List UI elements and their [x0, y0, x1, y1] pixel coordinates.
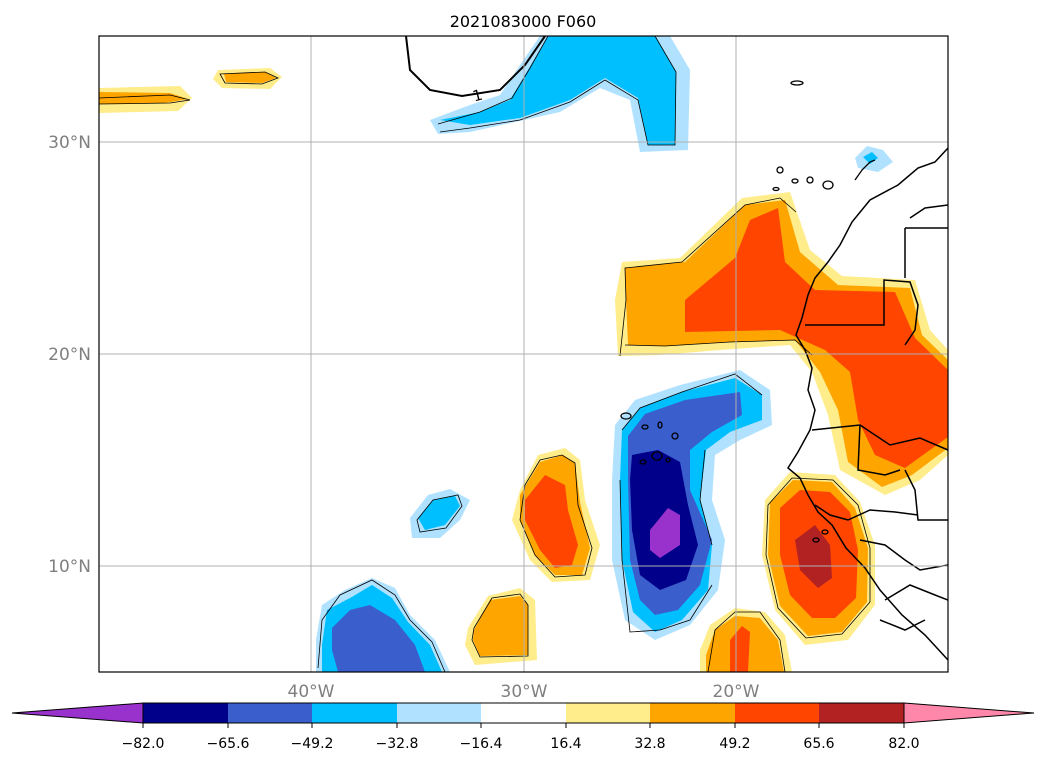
negative-anomaly-north [430, 36, 690, 152]
lat-label-30n: 30°N [48, 133, 91, 153]
map-frame [98, 35, 949, 673]
coastlines [787, 147, 948, 661]
contour-fill-49 [730, 626, 750, 672]
colorbar-segment [397, 703, 481, 723]
islands [620, 80, 876, 543]
colorbar-tick-label: 49.2 [719, 736, 750, 752]
positive-anomaly-cell-c [465, 588, 537, 665]
gridlines [99, 36, 948, 672]
colorbar-tick-label: −65.6 [207, 736, 250, 752]
colorbar-segment [481, 703, 566, 723]
colorbar-tick-label: −49.2 [291, 736, 334, 752]
negative-anomaly-northeast [855, 146, 893, 172]
contour-fill-33 [863, 152, 878, 164]
colorbar-segment [312, 703, 397, 723]
lon-label-40w: 40°W [288, 682, 335, 702]
contour-fill-49 [685, 208, 948, 468]
contour-fill-82 [650, 508, 680, 558]
contour-fill-49 [525, 475, 578, 568]
colorbar-tick-label: 65.6 [803, 736, 834, 752]
contour-fill-33 [418, 496, 460, 530]
colorbar-segment [228, 703, 312, 723]
contour-fill-66 [795, 525, 832, 588]
colorbar-frame [142, 702, 905, 724]
contour-lines [99, 36, 871, 672]
colorbar-segment [143, 703, 228, 723]
colorbar-segment [819, 703, 904, 723]
colorbar-tick-label: 16.4 [550, 736, 581, 752]
colorbar-tick-label: 82.0 [888, 736, 919, 752]
bold-contour-line [405, 36, 546, 98]
negative-anomaly-central [612, 370, 772, 640]
colorbar-under-arrow [11, 702, 144, 724]
contour-fill-49 [332, 605, 425, 672]
colorbar-segment [735, 703, 819, 723]
negative-anomaly-cell-b [410, 489, 470, 538]
colorbar: −82.0 −65.6 −49.2 −32.8 −16.4 16.4 32.8 … [11, 702, 1035, 752]
figure-title: 2021083000 F060 [450, 12, 597, 31]
filled-contours: 1 [99, 36, 948, 672]
contour-fill-33 [224, 72, 276, 83]
positive-anomaly-west-africa [615, 192, 948, 495]
colorbar-tick-label: 32.8 [634, 736, 665, 752]
positive-anomaly-guinea [762, 472, 875, 645]
contour-label: 1 [471, 86, 485, 106]
lat-label-20n: 20°N [48, 345, 91, 365]
positive-anomaly-cell-a [512, 448, 600, 582]
lon-label-30w: 30°W [501, 682, 548, 702]
negative-anomaly-southwest [316, 578, 450, 672]
lon-label-20w: 20°W [713, 682, 760, 702]
contour-fill-33 [440, 36, 676, 145]
colorbar-segment [650, 703, 735, 723]
colorbar-tick-label: −82.0 [122, 736, 165, 752]
colorbar-segment [566, 703, 650, 723]
contour-fill-33 [473, 596, 528, 656]
colorbar-tick-label: −32.8 [376, 736, 419, 752]
colorbar-ticks [142, 723, 905, 728]
lat-label-10n: 10°N [48, 557, 91, 577]
colorbar-tick-label: −16.4 [460, 736, 503, 752]
colorbar-over-arrow [903, 702, 1035, 724]
